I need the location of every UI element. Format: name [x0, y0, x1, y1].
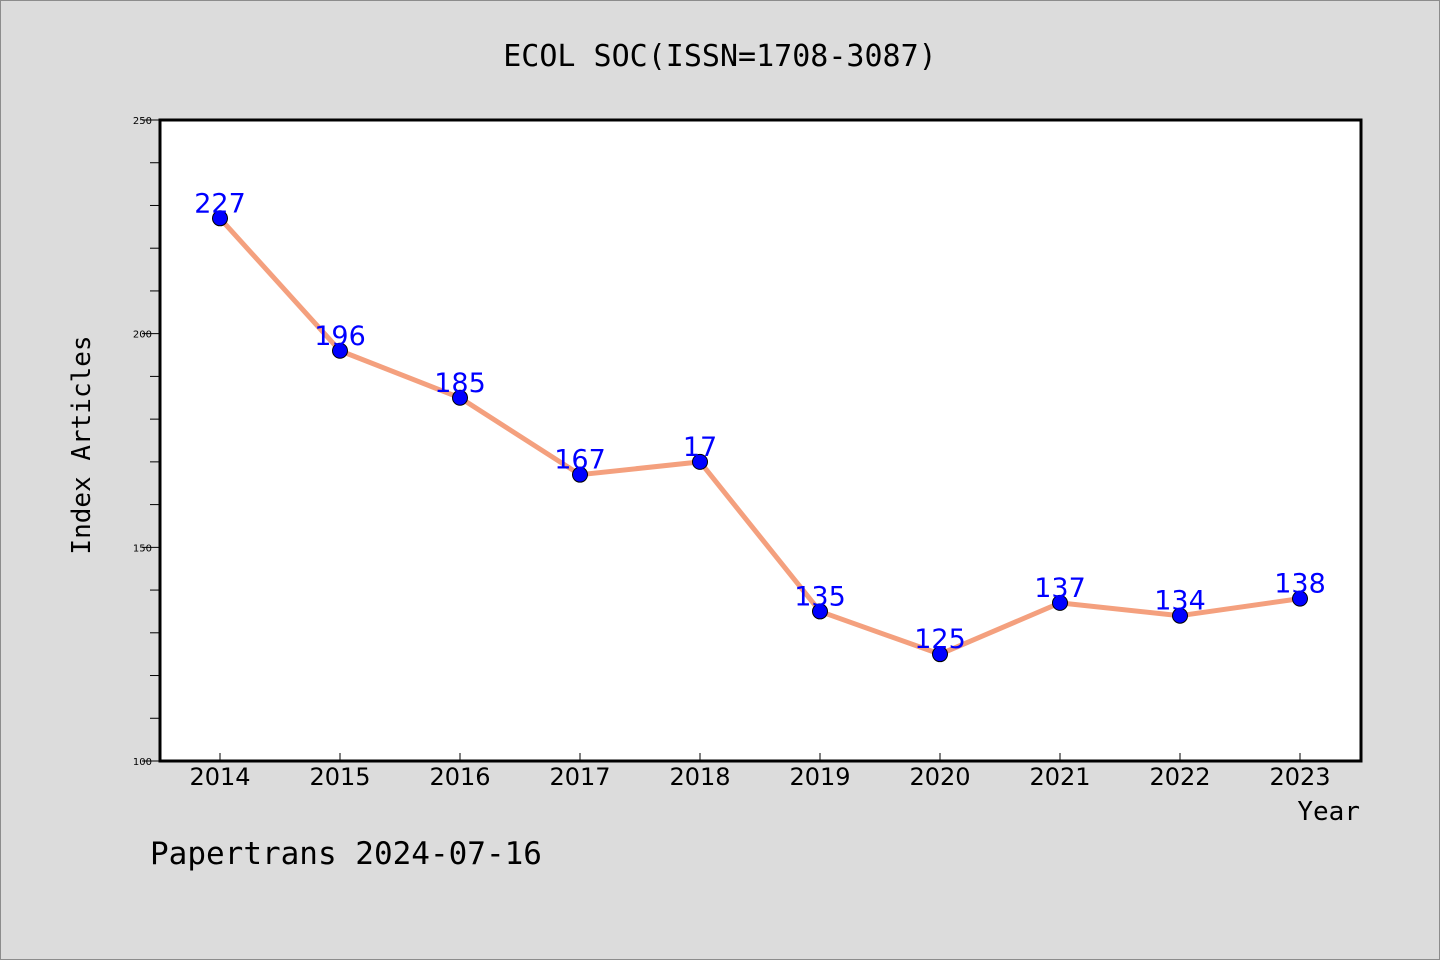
y-axis: 100 150 200 250 — [133, 116, 160, 768]
x-axis: 2014 2015 2016 2017 2018 2019 2020 2021 2022 2023 — [189, 753, 1331, 791]
data-point — [812, 603, 828, 620]
data-label: 17 — [683, 432, 717, 463]
y-tick-label: 150 — [133, 543, 152, 554]
data-point — [1292, 590, 1308, 607]
data-point — [932, 646, 948, 663]
data-point — [692, 453, 708, 470]
y-tick-label: 250 — [133, 116, 152, 127]
y-axis-label: Index Articles — [67, 335, 97, 554]
y-tick-label: 100 — [133, 757, 152, 768]
data-label: 196 — [314, 321, 366, 352]
y-tick-label: 200 — [133, 330, 152, 341]
x-tick-label: 2020 — [909, 763, 970, 791]
x-tick-label: 2019 — [789, 763, 850, 791]
data-point — [452, 389, 468, 406]
data-label: 137 — [1034, 573, 1086, 604]
data-label: 227 — [194, 188, 246, 219]
x-tick-label: 2021 — [1029, 763, 1090, 791]
footer-credit: Papertrans 2024-07-16 — [150, 836, 542, 872]
data-point — [1052, 594, 1068, 611]
data-point — [332, 342, 348, 359]
series-line — [218, 216, 1301, 657]
x-tick-label: 2022 — [1149, 763, 1210, 791]
data-point — [1172, 607, 1188, 624]
data-label: 134 — [1154, 586, 1206, 617]
data-point — [212, 210, 228, 227]
data-label: 185 — [434, 368, 486, 399]
data-label: 125 — [914, 624, 966, 655]
data-label: 138 — [1274, 569, 1326, 600]
x-tick-label: 2015 — [309, 763, 370, 791]
x-tick-label: 2023 — [1269, 763, 1330, 791]
series-line-group: 227 196 185 167 17 135 125 137 134 138 — [194, 188, 1326, 663]
x-axis-label: Year — [1297, 797, 1360, 827]
x-tick-label: 2018 — [669, 763, 730, 791]
data-label: 167 — [554, 445, 606, 476]
data-point — [572, 466, 588, 483]
x-tick-label: 2016 — [429, 763, 490, 791]
plot-area — [158, 118, 1363, 763]
data-label: 135 — [794, 581, 846, 612]
chart-title: ECOL SOC(ISSN=1708-3087) — [503, 39, 936, 74]
x-tick-label: 2017 — [549, 763, 610, 791]
x-tick-label: 2014 — [189, 763, 250, 791]
